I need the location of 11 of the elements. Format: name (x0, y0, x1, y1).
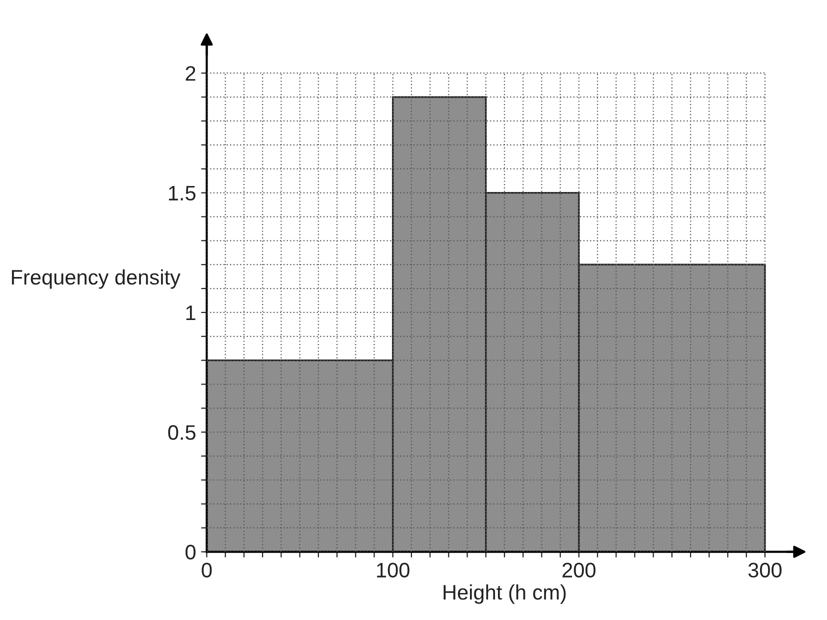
x-tick-label: 0 (202, 562, 212, 578)
x-tick-label: 100 (377, 562, 410, 578)
x-axis-title: Height (h cm) (444, 584, 566, 604)
y-tick-label: 0.5 (168, 425, 196, 440)
y-tick-label: 2 (186, 66, 196, 81)
y-tick-label: 0 (186, 544, 196, 560)
y-axis-title: Frequency density (12, 269, 180, 289)
y-tick-label: 1 (186, 306, 196, 320)
y-tick-label: 1.5 (168, 186, 196, 201)
x-tick-label: 300 (748, 562, 782, 578)
x-tick-label: 200 (562, 562, 596, 578)
